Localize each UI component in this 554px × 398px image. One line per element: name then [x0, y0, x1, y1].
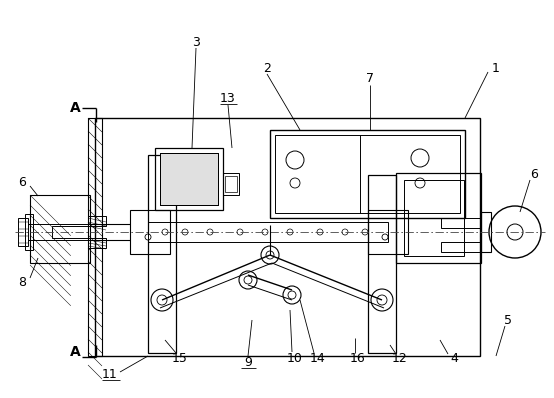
Bar [30, 195, 90, 263]
Circle shape [371, 289, 393, 311]
Text: 14: 14 [310, 351, 326, 365]
Circle shape [382, 234, 388, 240]
Text: A: A [70, 345, 80, 359]
Circle shape [377, 295, 387, 305]
Bar [160, 153, 218, 205]
Circle shape [239, 271, 257, 289]
Bar [155, 148, 223, 210]
Bar [148, 155, 176, 353]
Circle shape [151, 289, 173, 311]
Bar [275, 135, 460, 213]
Circle shape [283, 286, 301, 304]
Circle shape [182, 229, 188, 235]
Bar [52, 226, 88, 238]
Bar [88, 118, 102, 356]
Text: 12: 12 [392, 351, 408, 365]
Circle shape [145, 234, 151, 240]
Circle shape [411, 149, 429, 167]
Bar [88, 238, 106, 248]
Text: 11: 11 [102, 367, 118, 380]
Text: 2: 2 [263, 62, 271, 74]
Circle shape [362, 229, 368, 235]
Text: 6: 6 [530, 168, 538, 181]
Bar [368, 175, 396, 353]
Circle shape [507, 224, 523, 240]
Bar [396, 173, 481, 263]
Text: 9: 9 [244, 355, 252, 369]
Text: 3: 3 [192, 35, 200, 49]
Circle shape [266, 251, 274, 259]
Text: A: A [70, 101, 80, 115]
Circle shape [290, 178, 300, 188]
Bar [95, 118, 480, 356]
Text: 5: 5 [504, 314, 512, 326]
Text: 4: 4 [450, 351, 458, 365]
Circle shape [489, 206, 541, 258]
Text: 8: 8 [18, 275, 26, 289]
Circle shape [415, 178, 425, 188]
Circle shape [262, 229, 268, 235]
Bar [160, 153, 218, 205]
Bar [404, 180, 464, 256]
Text: 16: 16 [350, 351, 366, 365]
Bar [18, 218, 28, 246]
Circle shape [342, 229, 348, 235]
Bar [25, 214, 33, 250]
Circle shape [244, 276, 252, 284]
Circle shape [287, 229, 293, 235]
Circle shape [157, 295, 167, 305]
Bar [368, 210, 408, 254]
Circle shape [288, 291, 296, 299]
Bar [223, 173, 239, 195]
Text: 6: 6 [18, 176, 26, 189]
Text: 1: 1 [492, 62, 500, 74]
Text: 15: 15 [172, 351, 188, 365]
Circle shape [237, 229, 243, 235]
Text: 13: 13 [220, 92, 236, 105]
Circle shape [207, 229, 213, 235]
Circle shape [162, 229, 168, 235]
Bar [481, 212, 491, 252]
Bar [88, 216, 106, 226]
Text: 7: 7 [366, 72, 374, 84]
Bar [130, 210, 170, 254]
Bar [441, 242, 481, 252]
Text: 10: 10 [287, 351, 303, 365]
Bar [225, 176, 237, 192]
Bar [148, 222, 388, 242]
Bar [270, 130, 465, 218]
Circle shape [261, 246, 279, 264]
Circle shape [317, 229, 323, 235]
Bar [441, 218, 481, 228]
Circle shape [286, 151, 304, 169]
